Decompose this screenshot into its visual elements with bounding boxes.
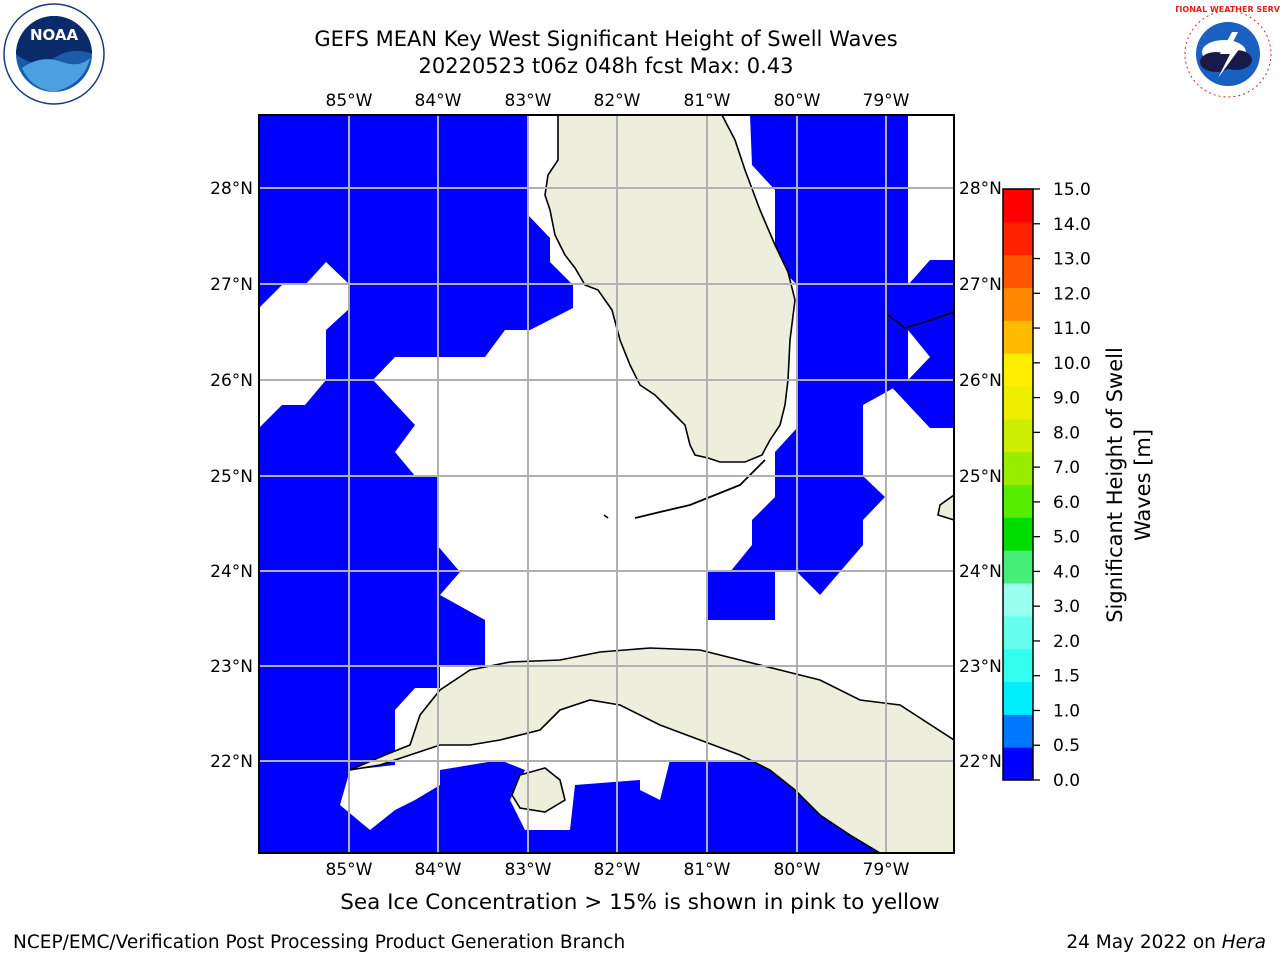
colorbar-tick-label: 14.0 [1053,215,1091,235]
colorbar-bin [1003,418,1033,453]
lon-label: 83°W [505,91,552,111]
colorbar-frame [1002,188,1034,781]
lon-label: 83°W [505,860,552,880]
colorbar-tick-label: 15.0 [1053,180,1091,200]
colorbar-tick-label: 3.0 [1053,597,1080,617]
lat-label: 27°N [210,275,253,295]
colorbar-ticks: 0.0 0.5 1.0 1.5 2.0 3.0 4.0 5.0 6.0 7.0 8.0 9.0 10.0… [1033,180,1091,791]
colorbar-bin [1003,615,1033,650]
lon-labels-bottom: 85°W 84°W 83°W 82°W 81°W 80°W 79°W [326,860,910,880]
lat-label: 23°N [959,657,1002,677]
lon-label: 82°W [594,91,641,111]
colorbar-bin [1003,320,1033,354]
colorbar-bin [1003,681,1033,715]
colorbar-bin [1003,714,1033,748]
lon-label: 84°W [415,91,462,111]
colorbar-tick-label: 11.0 [1053,319,1091,339]
colorbar-tick-label: 8.0 [1053,423,1080,443]
lat-label: 25°N [959,467,1002,487]
colorbar-bin [1003,648,1033,682]
lon-label: 79°W [863,91,910,111]
colorbar-bin [1003,353,1033,387]
colorbar-tick-label: 7.0 [1053,458,1080,478]
colorbar-tick-label: 0.0 [1053,771,1080,791]
colorbar-bin [1003,484,1033,518]
lon-label: 79°W [863,860,910,880]
florida-keys [634,459,766,519]
colorbar-bin [1003,221,1033,256]
sea-ice-caption: Sea Ice Concentration > 15% is shown in … [340,890,940,915]
colorbar-bin [1003,189,1033,223]
colorbar-units: Waves [m] [1131,429,1155,541]
colorbar-bin [1003,386,1033,420]
lon-label: 85°W [326,860,373,880]
footer-date: 24 May 2022 on Hera [1066,932,1266,953]
noaa-logo-text: NOAA [30,26,79,44]
lat-label: 23°N [210,657,253,677]
colorbar-tick-label: 9.0 [1053,389,1080,409]
isla-juventud-land [511,767,566,813]
lon-label: 81°W [684,91,731,111]
lat-label: 26°N [959,371,1002,391]
lon-label: 80°W [774,91,821,111]
lat-label: 28°N [210,179,253,199]
colorbar-tick-label: 1.0 [1053,701,1080,721]
lat-labels-right: 28°N 27°N 26°N 25°N 24°N 23°N 22°N [959,179,1002,772]
nws-logo-icon: NATIONAL WEATHER SERVICE [1176,4,1280,104]
footer-credit: NCEP/EMC/Verification Post Processing Pr… [13,932,626,953]
lat-label: 27°N [959,275,1002,295]
lat-labels-left: 28°N 27°N 26°N 25°N 24°N 23°N 22°N [210,179,253,772]
lon-label: 81°W [684,860,731,880]
lon-label: 85°W [326,91,373,111]
colorbar-tick-label: 1.5 [1053,667,1080,687]
lat-label: 22°N [959,752,1002,772]
bahamas-land [887,311,954,329]
lon-label: 82°W [594,860,641,880]
colorbar-bin [1003,583,1033,617]
dry-tortugas [603,514,609,519]
colorbar-tick-label: 2.0 [1053,632,1080,652]
colorbar [1003,189,1033,781]
lat-label: 28°N [959,179,1002,199]
colorbar-tick-label: 0.5 [1053,736,1080,756]
colorbar-bin [1003,254,1033,288]
florida-land [544,115,796,463]
colorbar-tick-label: 5.0 [1053,528,1080,548]
lat-label: 26°N [210,371,253,391]
colorbar-tick-label: 12.0 [1053,284,1091,304]
footer-host: Hera [1221,932,1266,953]
lon-labels-top: 85°W 84°W 83°W 82°W 81°W 80°W 79°W [326,91,910,111]
noaa-logo-icon: NOAA [3,3,105,105]
colorbar-bin [1003,550,1033,584]
footer-date-text: 24 May 2022 on [1066,932,1222,953]
lat-label: 24°N [210,562,253,582]
colorbar-title: Significant Height of Swell [1103,347,1127,623]
lon-label: 80°W [774,860,821,880]
lon-label: 84°W [415,860,462,880]
colorbar-tick-label: 4.0 [1053,562,1080,582]
colorbar-tick-label: 13.0 [1053,250,1091,270]
andros-land [937,494,954,521]
colorbar-bin [1003,287,1033,321]
lat-label: 22°N [210,752,253,772]
lat-label: 24°N [959,562,1002,582]
map-frame [258,114,955,854]
nws-logo-text: NATIONAL WEATHER SERVICE [1176,5,1280,14]
colorbar-tick-label: 10.0 [1053,354,1091,374]
lat-label: 25°N [210,467,253,487]
graticule [259,115,954,853]
chart-subtitle: 20220523 t06z 048h fcst Max: 0.43 [418,54,794,78]
colorbar-bin [1003,747,1033,781]
colorbar-bin [1003,517,1033,551]
colorbar-tick-label: 6.0 [1053,493,1080,513]
cuba-land [349,647,954,853]
chart-title: GEFS MEAN Key West Significant Height of… [314,27,898,51]
colorbar-bin [1003,451,1033,485]
